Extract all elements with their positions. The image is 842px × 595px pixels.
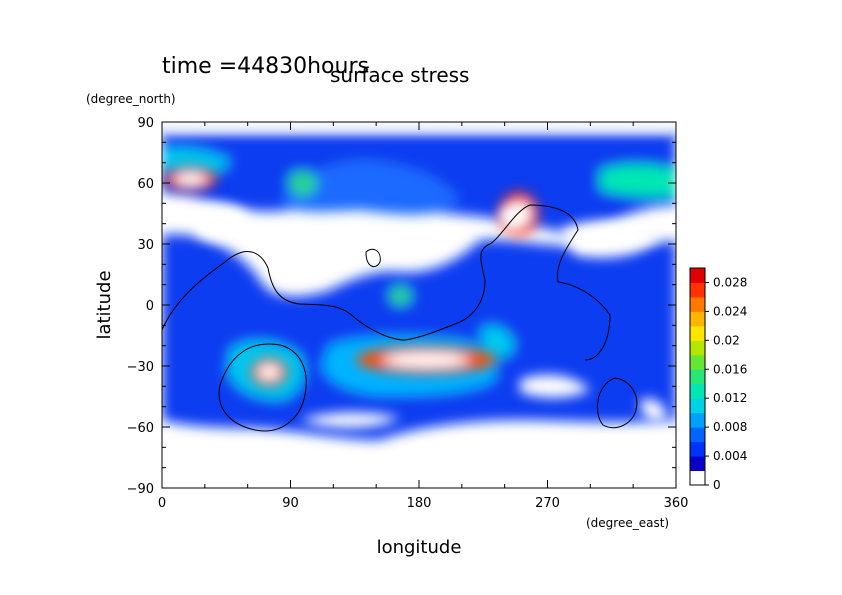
colorbar-tick-label: 0 — [713, 478, 721, 492]
stress-region-4 — [600, 164, 676, 198]
zero-region-2 — [196, 204, 250, 241]
colorbar-swatch — [690, 311, 705, 327]
y-axis-label: latitude — [94, 270, 115, 339]
y-axis: 90 60 30 0 −30 −60 −90 — [127, 116, 676, 497]
zero-region-5 — [500, 208, 522, 230]
x-axis-label: longitude — [377, 537, 462, 558]
stress-region-5 — [288, 170, 318, 197]
colorbar: 0.028 0.024 0.02 0.016 0.012 0.008 0.004 0 — [689, 267, 747, 492]
hotspot-layer — [164, 166, 539, 387]
colorbar-swatch — [690, 325, 705, 341]
zero-region-3 — [560, 220, 660, 258]
colorbar-swatch — [690, 282, 705, 298]
colorbar-swatch — [690, 470, 705, 486]
chart-title: surface stress — [330, 63, 469, 87]
colorbar-tick-label: 0.012 — [713, 391, 747, 405]
stress-region-2 — [280, 160, 460, 215]
x-unit-label: (degree_east) — [586, 516, 669, 530]
coastline-southern-continent — [218, 343, 307, 432]
x-tick-label: 270 — [535, 496, 560, 511]
zero-region-6 — [300, 412, 400, 429]
stress-region-8 — [390, 285, 412, 306]
y-tick-label: 60 — [137, 177, 154, 192]
field-layer — [162, 132, 676, 440]
y-tick-label: 0 — [146, 299, 154, 314]
coastline-island-east — [596, 377, 638, 429]
colorbar-swatch — [690, 412, 705, 428]
colorbar-tick-label: 0.028 — [713, 275, 747, 289]
coastline-overlay — [162, 204, 638, 432]
colorbar-tick-label: 0.016 — [713, 362, 747, 376]
y-tick-label: −60 — [127, 421, 154, 436]
colorbar-swatch — [690, 296, 705, 312]
colorbar-frame — [689, 267, 706, 486]
y-tick-label: −90 — [127, 482, 154, 497]
colorbar-tick-label: 0.008 — [713, 420, 747, 434]
colorbar-swatch — [690, 383, 705, 399]
stress-region-9 — [480, 325, 515, 359]
coastline-island-small — [365, 248, 381, 268]
stress-field — [162, 122, 676, 488]
zero-region-4 — [318, 236, 351, 264]
colorbar-tick-label: 0.02 — [713, 333, 740, 347]
colorbar-swatch — [690, 441, 705, 457]
colorbar-swatch — [690, 369, 705, 385]
colorbar-swatch — [690, 398, 705, 414]
coastline-africa — [162, 204, 611, 361]
hotspot-core-2 — [384, 352, 469, 367]
y-tick-label: 90 — [137, 116, 154, 131]
colorbar-swatch — [690, 340, 705, 356]
colorbar-swatch — [690, 456, 705, 472]
x-tick-label: 360 — [664, 496, 689, 511]
x-axis: 0 90 180 270 360 — [158, 122, 689, 511]
colorbar-swatch — [690, 268, 705, 283]
y-unit-label: (degree_north) — [86, 92, 176, 106]
time-label: time =44830hours — [162, 54, 369, 79]
y-tick-label: −30 — [127, 360, 154, 375]
zero-region-7 — [520, 374, 590, 398]
x-tick-label: 90 — [282, 496, 299, 511]
colorbar-tick-label: 0.004 — [713, 449, 747, 463]
y-tick-label: 30 — [137, 238, 154, 253]
hotspot-core-0 — [174, 172, 207, 185]
colorbar-swatch — [690, 354, 705, 370]
colorbar-tick-label: 0.024 — [713, 304, 747, 318]
zero-region-8 — [640, 398, 667, 422]
colorbar-swatch — [690, 427, 705, 443]
x-tick-label: 0 — [158, 496, 166, 511]
x-tick-label: 180 — [407, 496, 432, 511]
hotspot-core-3 — [258, 365, 280, 380]
